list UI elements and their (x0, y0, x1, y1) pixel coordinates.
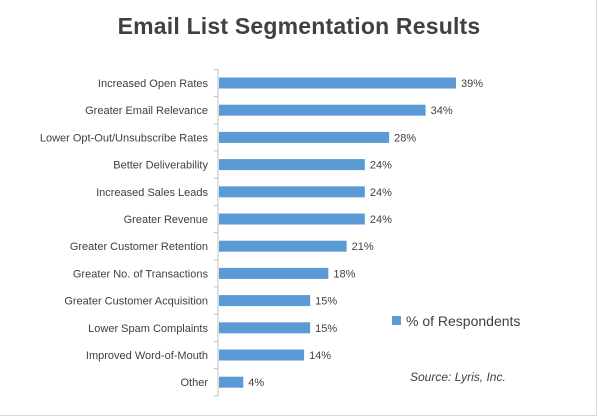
value-labels: 39% 34% 28% 24% 24% 24% 21% 18% 15% 15% 14% 4% (248, 78, 483, 389)
bar (219, 376, 244, 388)
bar (219, 131, 390, 143)
legend: % of Respondents (392, 313, 520, 329)
chart-title: Email List Segmentation Results (117, 13, 481, 39)
category-label: Other (180, 377, 208, 389)
data-label: 39% (461, 78, 483, 90)
bar (219, 186, 365, 198)
bar (219, 322, 311, 334)
source-note: Source: Lyris, Inc. (410, 370, 506, 384)
category-labels: Increased Open Rates Greater Email Releva… (40, 78, 209, 389)
data-label: 28% (394, 132, 416, 144)
data-label: 21% (352, 241, 374, 253)
bar (219, 295, 311, 307)
category-label: Improved Word-of-Mouth (86, 350, 208, 362)
category-label: Lower Spam Complaints (88, 323, 208, 335)
data-label: 24% (370, 160, 392, 172)
data-label: 24% (370, 187, 392, 199)
category-label: Greater Customer Retention (70, 241, 208, 253)
legend-swatch (392, 316, 401, 325)
category-label: Greater Customer Acquisition (64, 296, 208, 308)
bar (219, 240, 347, 252)
category-label: Better Deliverability (113, 160, 208, 172)
category-label: Greater Revenue (124, 214, 208, 226)
category-label: Greater No. of Transactions (73, 268, 209, 280)
category-label: Lower Opt-Out/Unsubscribe Rates (40, 132, 209, 144)
data-label: 15% (315, 323, 337, 335)
bars (219, 77, 456, 388)
data-label: 34% (431, 105, 453, 117)
data-label: 4% (248, 377, 264, 389)
data-label: 18% (333, 268, 355, 280)
data-label: 24% (370, 214, 392, 226)
bar (219, 104, 426, 116)
data-label: 14% (309, 350, 331, 362)
bar (219, 213, 365, 225)
category-label: Increased Open Rates (98, 78, 209, 90)
data-label: 15% (315, 296, 337, 308)
bar (219, 349, 305, 361)
bar (219, 159, 365, 171)
legend-label: % of Respondents (406, 313, 520, 329)
bar (219, 77, 456, 89)
category-label: Increased Sales Leads (96, 187, 208, 199)
category-label: Greater Email Relevance (85, 105, 208, 117)
category-axis (214, 68, 219, 397)
bar (219, 267, 329, 279)
